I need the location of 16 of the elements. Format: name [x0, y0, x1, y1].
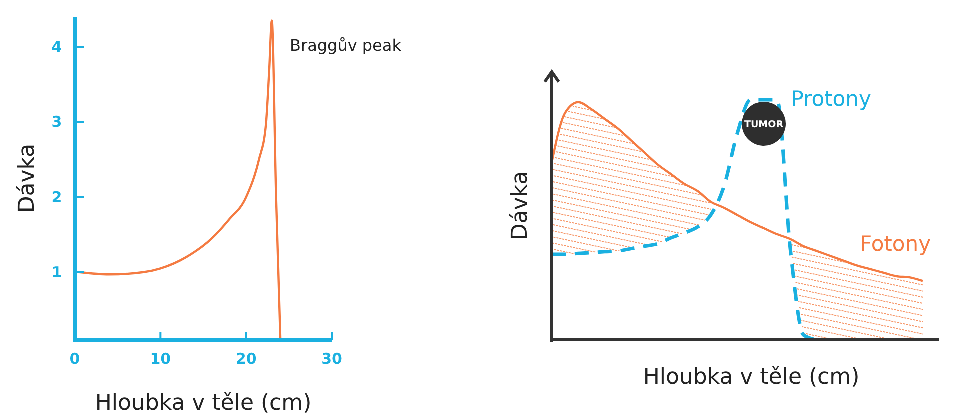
- x-tick-label: 30: [322, 350, 342, 368]
- y-axis-title: Dávka: [15, 144, 40, 214]
- annotation: Braggův peak: [290, 36, 402, 55]
- x-axis-title: Hloubka v těle (cm): [643, 365, 860, 390]
- y-tick-label: 4: [52, 38, 62, 56]
- series-label: Protony: [791, 87, 872, 111]
- x-tick-label: 20: [236, 350, 257, 368]
- series-label: Fotony: [860, 232, 931, 256]
- x-axis-title: Hloubka v těle (cm): [95, 391, 312, 416]
- y-tick-label: 1: [52, 263, 62, 282]
- annotation: TUMOR: [744, 120, 784, 130]
- y-tick-label: 2: [52, 188, 62, 206]
- y-axis-title: Dávka: [508, 171, 533, 241]
- y-tick-label: 3: [52, 113, 62, 132]
- x-tick-label: 0: [70, 350, 80, 368]
- x-tick-label: 10: [150, 350, 172, 368]
